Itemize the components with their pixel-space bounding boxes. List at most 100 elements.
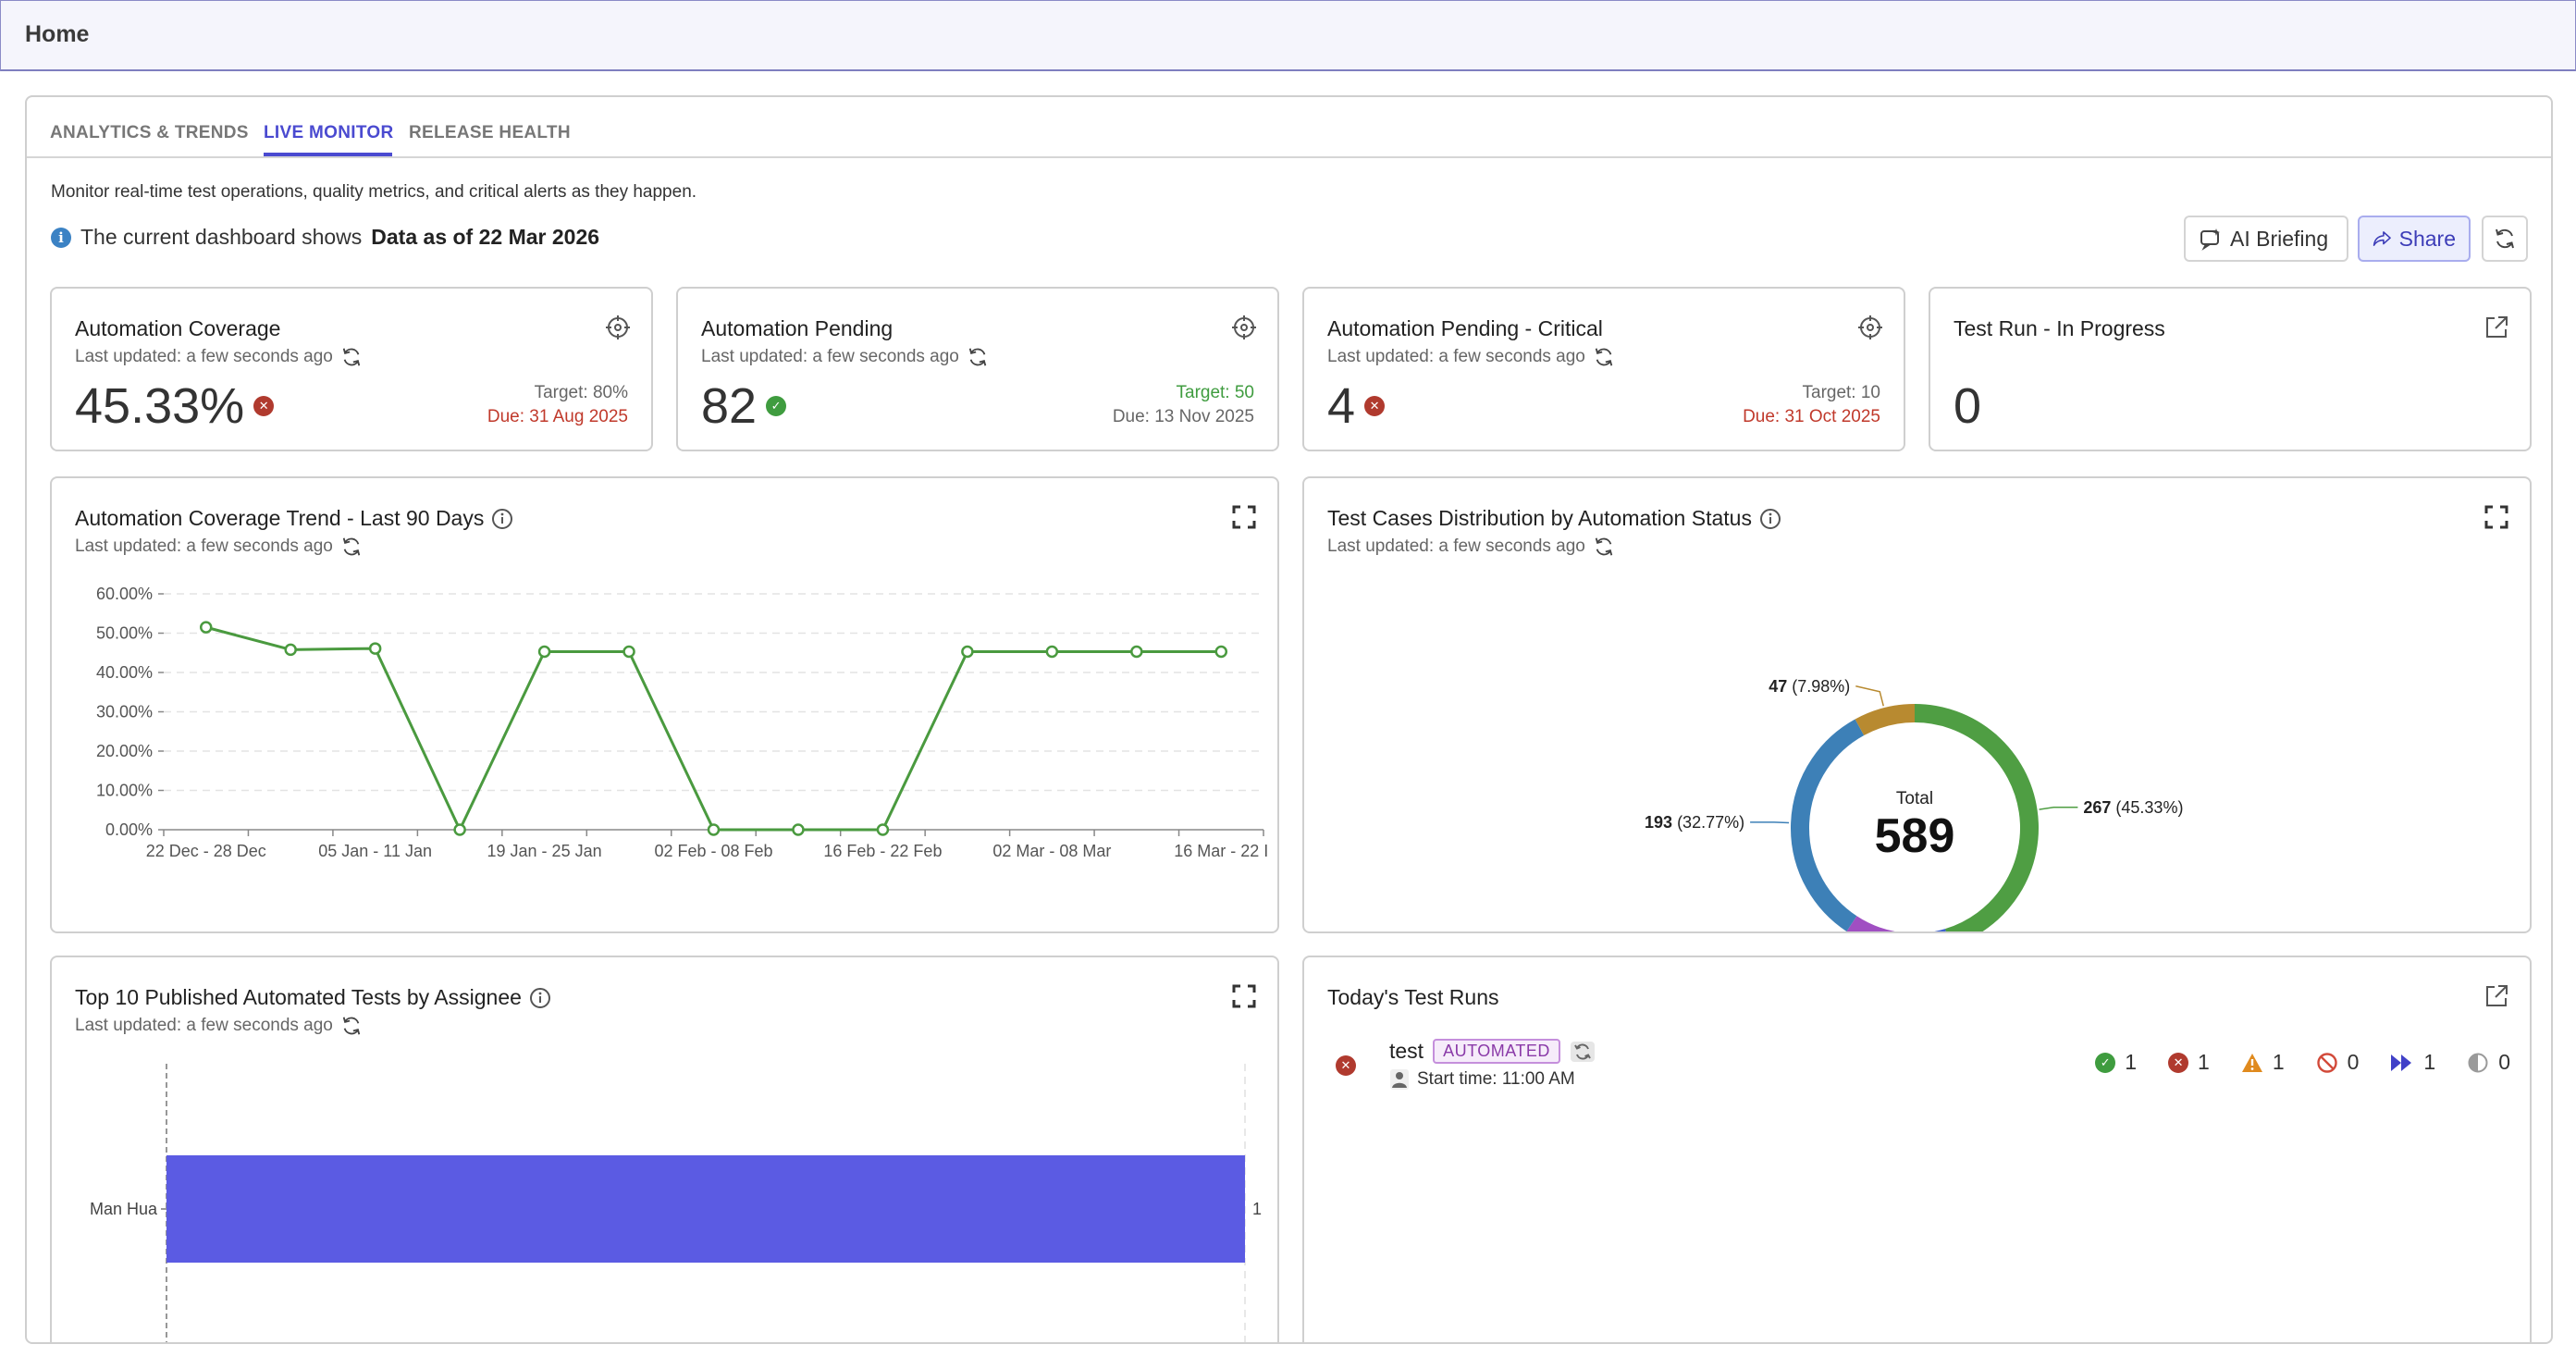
- refresh-icon[interactable]: [340, 346, 363, 368]
- x-tick-label: 22 Dec - 28 Dec: [146, 842, 266, 860]
- blocked-icon: [2316, 1052, 2337, 1073]
- automation-status-donut-chart: 267 (45.33%)41 (6.96%)41 (6.96%)193 (32.…: [1645, 677, 2183, 931]
- category-label: Man Hua: [90, 1200, 158, 1218]
- data-point: [453, 823, 466, 836]
- refresh-icon[interactable]: [1593, 536, 1615, 558]
- pass-status-icon: ✓: [766, 396, 787, 416]
- kpi-card-automation-pending-critical: Automation Pending - Critical Last updat…: [1302, 287, 1905, 451]
- value-label: 1: [1252, 1200, 1262, 1218]
- expand-icon[interactable]: [2484, 504, 2509, 530]
- chart-title: Automation Coverage Trend - Last 90 Days: [75, 506, 513, 531]
- slice-label: 193 (32.77%): [1645, 813, 1744, 832]
- todays-test-runs-card: Today's Test Runs ✕ test AUTOMATED Start…: [1302, 956, 2532, 1342]
- target-crosshair-icon[interactable]: [605, 314, 631, 340]
- slice-label: 267 (45.33%): [2083, 798, 2183, 817]
- coverage-trend-line-chart: 0.00% 10.00% 20.00% 30.00% 40.00% 50.00% 60.00…: [96, 585, 1268, 860]
- x-tick-label: 02 Mar - 08 Mar: [992, 842, 1111, 860]
- warning-count: 1: [2241, 1050, 2285, 1075]
- y-tick-label: 40.00%: [96, 663, 153, 682]
- kpi-target: Target: 80% Due: 31 Aug 2025: [487, 383, 628, 426]
- test-run-name: test AUTOMATED: [1389, 1039, 1596, 1064]
- last-updated: Last updated: a few seconds ago: [75, 536, 363, 558]
- tab-release-health[interactable]: RELEASE HEALTH: [409, 123, 571, 142]
- external-link-icon[interactable]: [2484, 983, 2509, 1009]
- refresh-dashboard-button[interactable]: [2482, 216, 2528, 262]
- kpi-title: Test Run - In Progress: [1954, 316, 2165, 340]
- kpi-target: Target: 50 Due: 13 Nov 2025: [1112, 383, 1254, 426]
- expand-icon[interactable]: [1231, 504, 1257, 530]
- recurring-icon: [1570, 1041, 1595, 1062]
- share-arrow-icon: [2373, 231, 2391, 246]
- data-point: [284, 643, 297, 657]
- y-tick-label: 30.00%: [96, 703, 153, 722]
- kpi-value: 82 ✓: [701, 377, 787, 435]
- failed-icon: ✕: [2168, 1052, 2189, 1073]
- target-crosshair-icon[interactable]: [1857, 314, 1883, 340]
- fail-status-icon: ✕: [1336, 1055, 1356, 1076]
- automated-tag: AUTOMATED: [1433, 1039, 1560, 1064]
- last-updated: Last updated: a few seconds ago: [1327, 536, 1615, 558]
- donut-center-value: 589: [1875, 809, 1955, 863]
- x-tick-label: 16 Feb - 22 Feb: [823, 842, 942, 860]
- half-circle-icon: [2468, 1053, 2488, 1072]
- kpi-card-automation-coverage: Automation Coverage Last updated: a few …: [50, 287, 653, 451]
- data-point: [792, 823, 805, 836]
- kpi-card-test-run-in-progress: Test Run - In Progress 0: [1929, 287, 2532, 451]
- test-run-row[interactable]: ✕ test AUTOMATED Start time: 11:00 AM ✓ 1…: [1336, 1039, 2510, 1094]
- refresh-icon[interactable]: [967, 346, 989, 368]
- blocked-count: 0: [2316, 1050, 2359, 1075]
- unexecuted-count: 0: [2467, 1050, 2510, 1075]
- dashboard-description: Monitor real-time test operations, quali…: [51, 182, 697, 202]
- data-point: [1214, 645, 1228, 659]
- y-tick-label: 10.00%: [96, 782, 153, 800]
- series-line: [205, 625, 1222, 832]
- refresh-icon[interactable]: [1593, 346, 1615, 368]
- refresh-icon[interactable]: [340, 1015, 363, 1037]
- info-outline-icon[interactable]: [1759, 508, 1781, 530]
- tab-analytics-trends[interactable]: ANALYTICS & TRENDS: [50, 123, 249, 142]
- top-bar: Home: [0, 0, 2576, 71]
- last-updated: Last updated: a few seconds ago: [701, 346, 989, 368]
- active-tab-indicator: [264, 153, 392, 156]
- tab-live-monitor[interactable]: LIVE MONITOR: [264, 123, 394, 142]
- y-tick-label: 20.00%: [96, 742, 153, 760]
- info-outline-icon[interactable]: [491, 508, 513, 530]
- bar: [166, 1155, 1245, 1263]
- ai-briefing-button[interactable]: AI Briefing: [2184, 216, 2348, 262]
- data-as-of-notice: i The current dashboard shows Data as of…: [51, 225, 599, 250]
- failed-count: ✕ 1: [2168, 1050, 2210, 1075]
- kpi-value: 0: [1954, 378, 1982, 434]
- passed-count: ✓ 1: [2095, 1050, 2137, 1075]
- fail-status-icon: ✕: [253, 396, 275, 416]
- x-tick-label: 05 Jan - 11 Jan: [318, 842, 432, 860]
- expand-icon[interactable]: [1231, 983, 1257, 1009]
- external-link-icon[interactable]: [2484, 314, 2509, 340]
- data-point: [368, 642, 382, 655]
- top-automated-tests-by-assignee-card: Top 10 Published Automated Tests by Assi…: [50, 956, 1279, 1342]
- share-button[interactable]: Share: [2358, 216, 2471, 262]
- slice-label-leader: [1855, 685, 1884, 707]
- kpi-value: 45.33% ✕: [75, 377, 275, 435]
- last-updated: Last updated: a few seconds ago: [75, 346, 363, 368]
- y-tick-label: 60.00%: [96, 585, 153, 603]
- skipped-count: 1: [2390, 1050, 2435, 1075]
- data-point: [707, 823, 721, 836]
- donut-slice: [1914, 704, 2039, 931]
- slice-label: 47 (7.98%): [1769, 677, 1850, 696]
- x-tick-label: 16 Mar - 22 I: [1174, 842, 1268, 860]
- refresh-icon: [2496, 228, 2514, 249]
- asof-prefix: The current dashboard shows: [80, 225, 363, 249]
- refresh-icon[interactable]: [340, 536, 363, 558]
- dashboard-panel: ANALYTICS & TRENDS LIVE MONITOR RELEASE …: [25, 95, 2553, 1344]
- target-crosshair-icon[interactable]: [1231, 314, 1257, 340]
- assignee-bar-chart: Man Hua 1: [90, 1064, 1262, 1342]
- ai-sparkle-icon: [2200, 228, 2220, 251]
- fail-status-icon: ✕: [1364, 396, 1386, 416]
- asof-value: Data as of 22 Mar 2026: [371, 225, 600, 249]
- last-updated: Last updated: a few seconds ago: [1327, 346, 1615, 368]
- info-outline-icon[interactable]: [529, 987, 551, 1009]
- x-tick-label: 02 Feb - 08 Feb: [654, 842, 772, 860]
- chart-title: Top 10 Published Automated Tests by Assi…: [75, 985, 551, 1010]
- donut-slice: [1846, 916, 1896, 931]
- y-tick-label: 0.00%: [105, 820, 153, 839]
